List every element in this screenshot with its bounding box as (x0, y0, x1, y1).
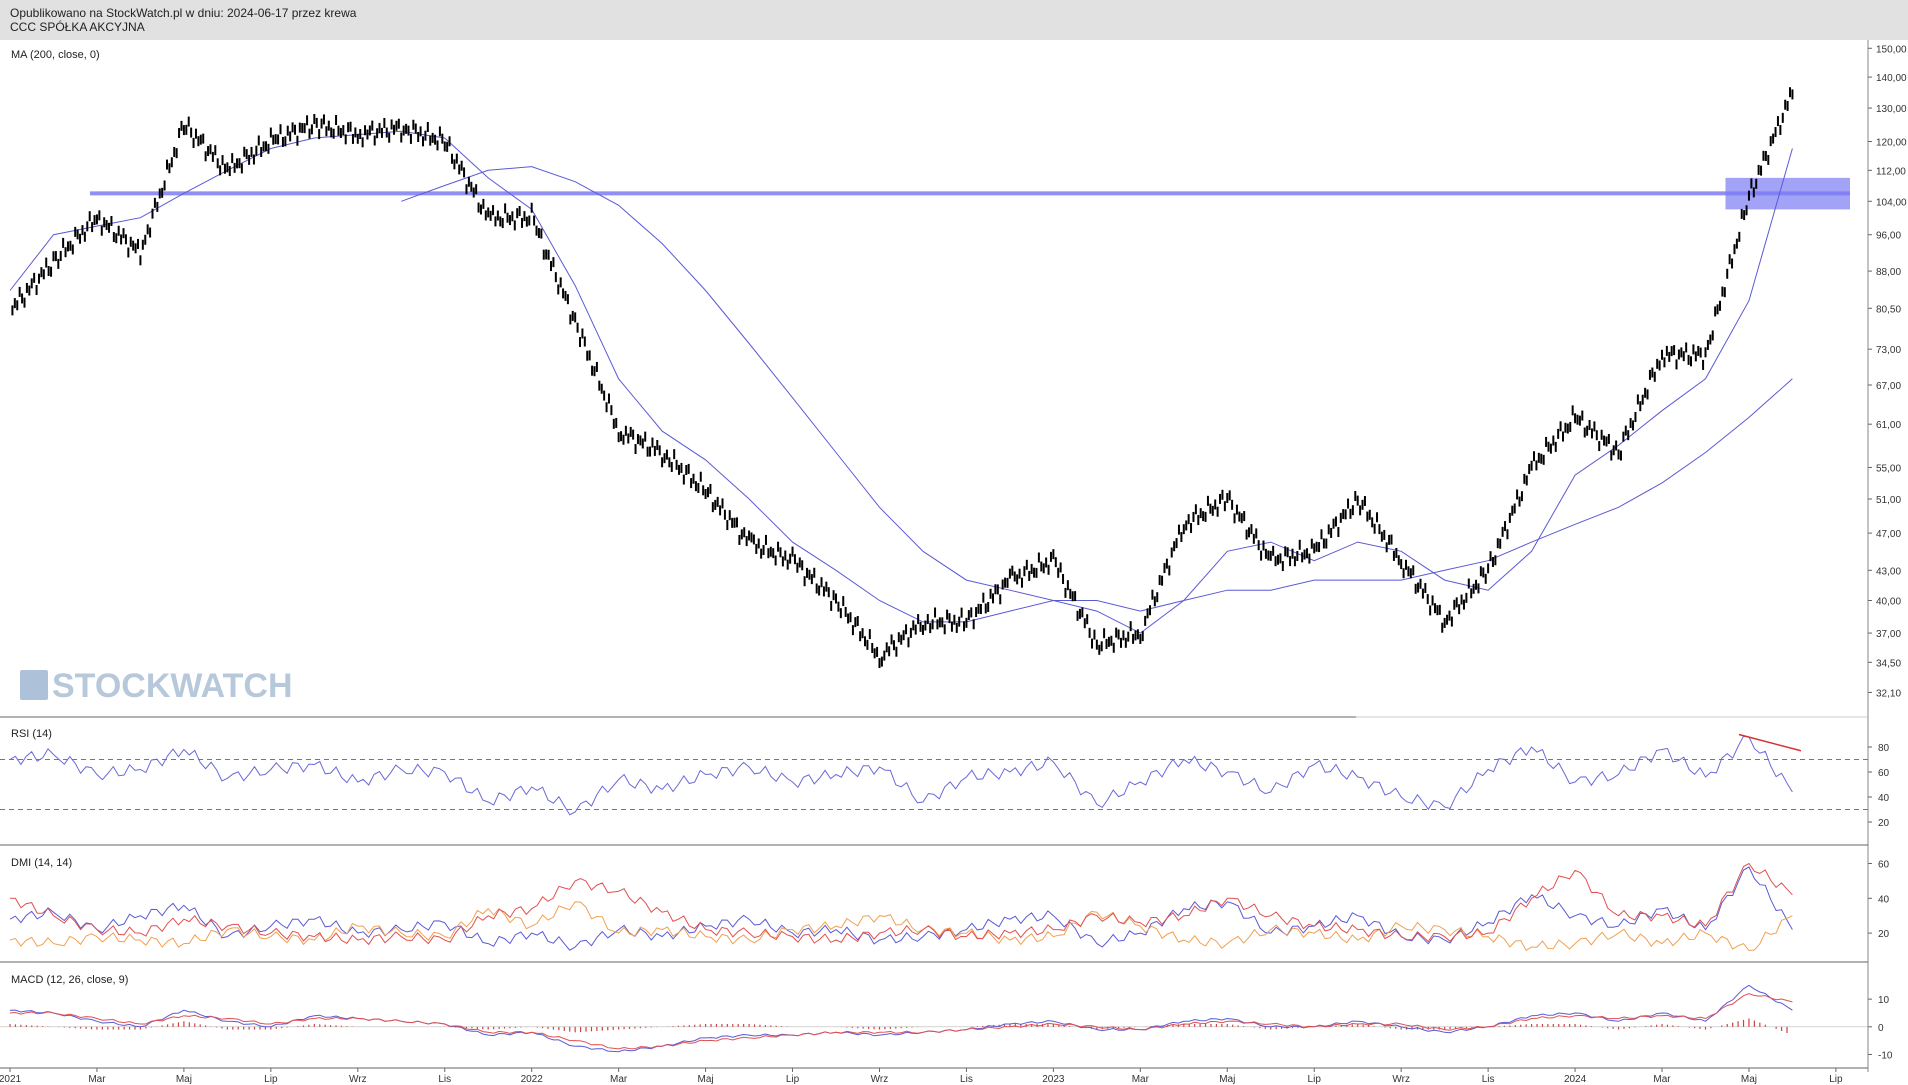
x-tick-label: Mar (1653, 1074, 1671, 1085)
price-tick-label: 112,00 (1876, 166, 1906, 177)
x-tick-label: Mar (88, 1074, 106, 1085)
dmi-adx-line (10, 862, 1793, 946)
price-tick-label: 61,00 (1876, 420, 1901, 431)
rsi-trendline (1738, 733, 1802, 752)
price-tick-label: 73,00 (1876, 345, 1901, 356)
price-tick-label: 47,00 (1876, 529, 1901, 540)
dmi-tick-label: 20 (1878, 929, 1890, 940)
price-tick-label: 130,00 (1876, 104, 1907, 115)
x-tick-label: Lip (786, 1074, 800, 1085)
stockwatch-watermark: STOCKWATCH (20, 667, 293, 705)
x-tick-label: Lis (438, 1074, 451, 1085)
dmi-tick-label: 60 (1878, 859, 1890, 870)
x-tick-label: 2023 (1042, 1074, 1065, 1085)
macd-histogram (9, 1018, 1788, 1034)
price-tick-label: 80,50 (1876, 304, 1901, 315)
support-zone (90, 191, 1850, 196)
price-tick-label: 55,00 (1876, 463, 1901, 474)
dmi-minus-di-line (9, 901, 1793, 952)
x-tick-label: Lip (264, 1074, 278, 1085)
price-tick-label: 43,00 (1876, 566, 1901, 577)
dmi-tick-label: 40 (1878, 894, 1890, 905)
price-tick-label: 67,00 (1876, 381, 1901, 392)
price-tick-label: 34,50 (1876, 658, 1901, 669)
macd-signal-line (9, 993, 1793, 1050)
rsi-tick-label: 80 (1878, 743, 1890, 754)
x-tick-label: 2024 (1564, 1074, 1587, 1085)
x-tick-label: Lis (960, 1074, 973, 1085)
rsi-tick-label: 60 (1878, 768, 1890, 779)
x-tick-label: Maj (176, 1074, 192, 1085)
ma-fast-line (9, 130, 1793, 634)
ma-200-line (401, 166, 1793, 612)
macd-tick-label: 10 (1878, 995, 1890, 1006)
price-tick-label: 104,00 (1876, 197, 1907, 208)
x-tick-label: Maj (1741, 1074, 1757, 1085)
rsi-line (9, 735, 1793, 816)
price-tick-label: 150,00 (1876, 44, 1907, 55)
price-tick-label: 96,00 (1876, 231, 1901, 242)
price-tick-label: 40,00 (1876, 597, 1901, 608)
price-candles (11, 87, 1794, 669)
macd-macd-line (9, 984, 1793, 1053)
x-tick-label: Maj (1219, 1074, 1235, 1085)
rsi-panel-title: RSI (14) (11, 728, 52, 740)
x-tick-label: Wrz (349, 1074, 367, 1085)
x-tick-label: Lis (1482, 1074, 1495, 1085)
watermark-text: STOCKWATCH (52, 667, 293, 705)
x-tick-label: 2021 (0, 1074, 22, 1085)
watermark-logo-icon (20, 670, 48, 700)
rsi-tick-label: 40 (1878, 793, 1890, 804)
x-tick-label: Mar (1132, 1074, 1150, 1085)
price-tick-label: 51,00 (1876, 495, 1901, 506)
support-zone (1725, 177, 1850, 210)
x-tick-label: Lip (1308, 1074, 1322, 1085)
x-tick-label: Maj (698, 1074, 714, 1085)
x-tick-label: Wrz (1392, 1074, 1410, 1085)
x-tick-label: 2022 (521, 1074, 544, 1085)
x-tick-label: Mar (610, 1074, 628, 1085)
macd-tick-label: 0 (1878, 1023, 1884, 1034)
price-panel-title: MA (200, close, 0) (11, 49, 100, 61)
price-tick-label: 120,00 (1876, 138, 1907, 149)
dmi-panel-title: DMI (14, 14) (11, 857, 72, 869)
publication-info: Opublikowano na StockWatch.pl w dniu: 20… (10, 6, 357, 20)
macd-panel-title: MACD (12, 26, close, 9) (11, 974, 128, 986)
x-tick-label: Lip (1829, 1074, 1843, 1085)
chart-area: MA (200, close, 0) RSI (14) DMI (14, 14) MA… (0, 40, 1907, 1085)
price-tick-label: 140,00 (1876, 73, 1907, 84)
price-tick-label: 37,00 (1876, 629, 1901, 640)
x-tick-label: Wrz (871, 1074, 889, 1085)
price-tick-label: 32,10 (1876, 688, 1901, 699)
chart-header: Opublikowano na StockWatch.pl w dniu: 20… (0, 0, 1908, 40)
macd-tick-label: -10 (1878, 1050, 1893, 1061)
price-tick-label: 88,00 (1876, 267, 1901, 278)
rsi-tick-label: 20 (1878, 818, 1890, 829)
instrument-name: CCC SPÓŁKA AKCYJNA (10, 20, 145, 34)
dmi-plus-di-line (9, 866, 1793, 951)
